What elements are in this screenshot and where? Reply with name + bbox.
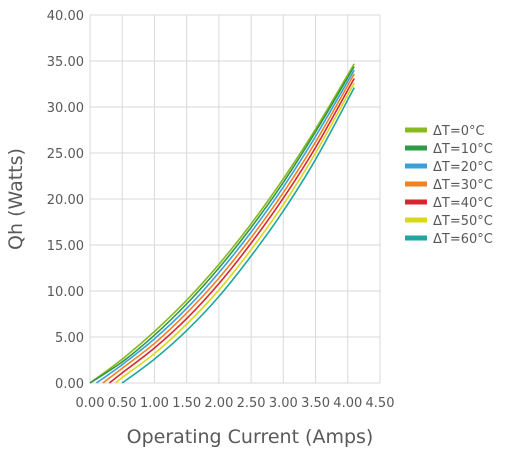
grid <box>89 14 381 384</box>
x-tick-label: 3.50 <box>301 396 330 411</box>
y-tick-label: 15.00 <box>47 239 84 254</box>
legend-label-5: ΔT=50°C <box>433 214 493 229</box>
y-tick-label: 10.00 <box>47 285 84 300</box>
y-tick-label: 25.00 <box>47 147 84 162</box>
legend-label-6: ΔT=60°C <box>433 232 493 247</box>
legend-swatch-2 <box>405 163 427 169</box>
y-tick-label: 5.00 <box>55 331 84 346</box>
series-line-5 <box>115 82 355 384</box>
x-tick-label: 0.50 <box>108 396 137 411</box>
legend-swatch-4 <box>405 199 427 205</box>
y-tick-label: 40.00 <box>47 9 84 24</box>
legend: ΔT=0°C ΔT=10°C ΔT=20°C ΔT=30°C ΔT=40°C ΔT=50°… <box>405 124 493 247</box>
x-axis-title: Operating Current (Amps) <box>127 426 374 448</box>
legend-label-4: ΔT=40°C <box>433 196 493 211</box>
x-tick-label: 1.00 <box>140 396 169 411</box>
legend-swatch-5 <box>405 217 427 223</box>
series-line-4 <box>108 78 355 384</box>
legend-swatch-3 <box>405 181 427 187</box>
x-tick-label: 0.00 <box>76 396 105 411</box>
series-lines <box>89 63 355 384</box>
x-axis-ticks: 0.00 0.50 1.00 1.50 2.00 2.50 3.00 3.50 4.00 4.50 <box>76 396 395 411</box>
x-tick-label: 2.00 <box>204 396 233 411</box>
x-tick-label: 1.50 <box>172 396 201 411</box>
series-line-3 <box>102 73 355 384</box>
y-tick-label: 30.00 <box>47 101 84 116</box>
legend-label-3: ΔT=30°C <box>433 178 493 193</box>
legend-swatch-0 <box>405 127 427 133</box>
x-tick-label: 3.00 <box>269 396 298 411</box>
series-line-1 <box>89 66 355 384</box>
y-axis-ticks: 0.00 5.00 10.00 15.00 20.00 25.00 30.00 35.00 40… <box>47 9 84 392</box>
y-tick-label: 20.00 <box>47 193 84 208</box>
series-line-6 <box>121 87 355 384</box>
x-tick-label: 4.50 <box>366 396 395 411</box>
series-line-2 <box>95 69 355 384</box>
legend-swatch-1 <box>405 145 427 151</box>
x-tick-label: 2.50 <box>237 396 266 411</box>
y-tick-label: 0.00 <box>55 377 84 392</box>
legend-swatch-6 <box>405 235 427 241</box>
legend-label-2: ΔT=20°C <box>433 160 493 175</box>
y-axis-title: Qh (Watts) <box>5 148 27 250</box>
legend-label-1: ΔT=10°C <box>433 142 493 157</box>
series-line-0 <box>89 63 355 384</box>
x-tick-label: 4.00 <box>333 396 362 411</box>
legend-label-0: ΔT=0°C <box>433 124 485 139</box>
y-tick-label: 35.00 <box>47 55 84 70</box>
